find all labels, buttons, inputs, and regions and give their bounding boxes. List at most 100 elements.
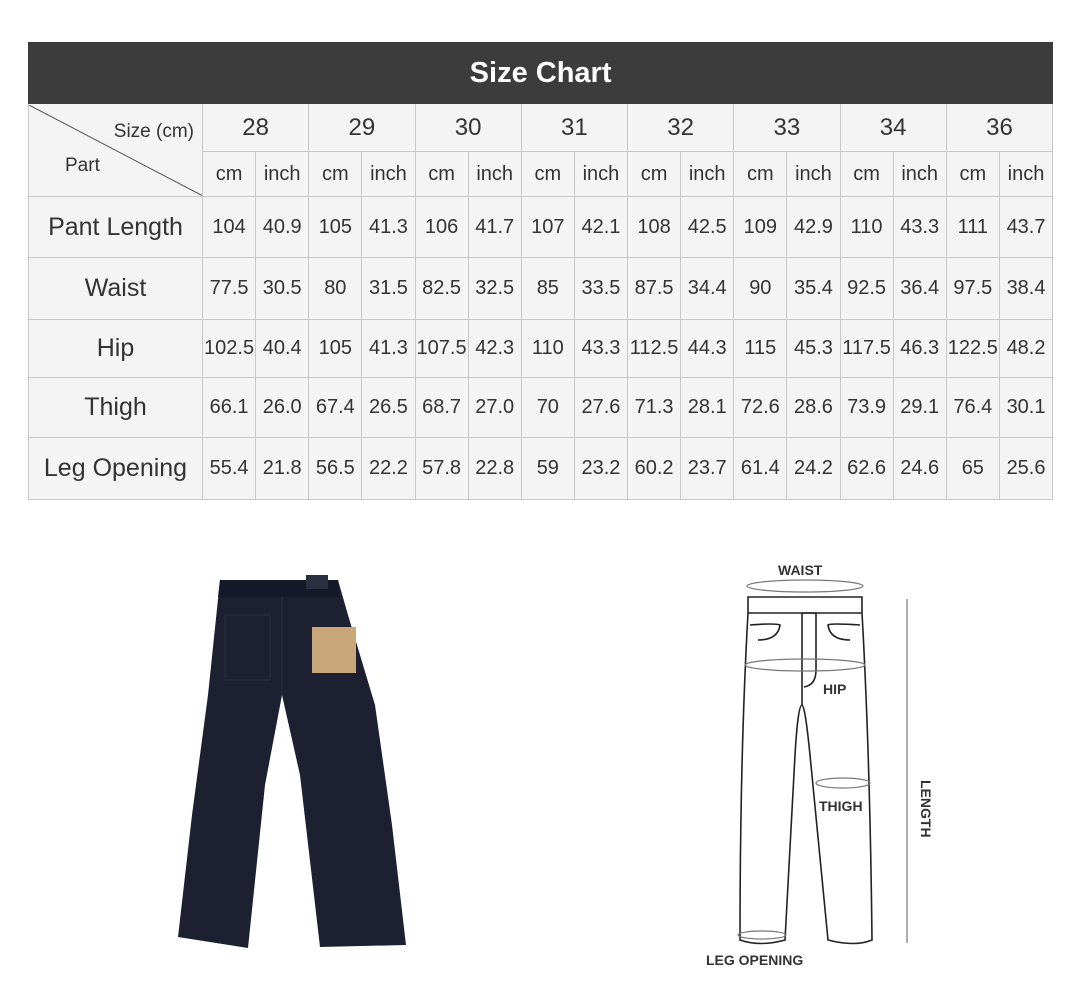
- cell-inch: 40.9: [255, 196, 310, 258]
- cell-inch: 38.4: [998, 257, 1054, 320]
- cell-cm: 73.9: [839, 377, 894, 438]
- unit-header-inch: inch: [680, 151, 735, 197]
- cell-inch: 41.7: [467, 196, 522, 258]
- table-row: Pant Length 104 40.9 105 41.3 106 41.7 107 42.1 1…: [28, 196, 1054, 258]
- table-row: Leg Opening 55.4 21.8 56.5 22.2 57.8 22.8 59 23.…: [28, 437, 1054, 500]
- cell-inch: 22.8: [467, 437, 522, 500]
- size-header: 32: [626, 103, 735, 152]
- cell-cm: 106: [414, 196, 469, 258]
- cell-cm: 122.5: [945, 319, 1000, 378]
- cell-inch: 42.5: [680, 196, 735, 258]
- cell-inch: 44.3: [680, 319, 735, 378]
- cell-inch: 35.4: [786, 257, 841, 320]
- cell-inch: 21.8: [255, 437, 310, 500]
- size-header: 33: [733, 103, 841, 152]
- cell-inch: 23.7: [680, 437, 735, 500]
- cell-cm: 92.5: [839, 257, 894, 320]
- cell-cm: 60.2: [626, 437, 682, 500]
- cell-cm: 80: [308, 257, 363, 320]
- part-label: Part: [65, 154, 100, 176]
- size-chart-title: Size Chart: [27, 42, 1054, 104]
- table-row: Hip 102.5 40.4 105 41.3 107.5 42.3 110 43.3 112.5…: [28, 319, 1054, 378]
- table-row: Waist 77.5 30.5 80 31.5 82.5 32.5 85 33.5 87.5 34.…: [28, 257, 1054, 320]
- part-name: Pant Length: [28, 196, 203, 258]
- diagonal-divider: [29, 104, 202, 196]
- unit-header-inch: inch: [892, 151, 947, 197]
- cell-cm: 110: [839, 196, 894, 258]
- cell-cm: 107.5: [414, 319, 469, 378]
- cell-cm: 82.5: [414, 257, 469, 320]
- unit-header-cm: cm: [414, 151, 469, 197]
- cell-inch: 32.5: [467, 257, 522, 320]
- cell-cm: 57.8: [414, 437, 469, 500]
- cell-inch: 25.6: [998, 437, 1054, 500]
- unit-header-inch: inch: [361, 151, 416, 197]
- cell-cm: 117.5: [839, 319, 894, 378]
- cell-inch: 43.7: [998, 196, 1054, 258]
- cell-cm: 108: [626, 196, 682, 258]
- cell-inch: 26.0: [255, 377, 310, 438]
- cell-inch: 41.3: [361, 319, 416, 378]
- length-label: LENGTH: [918, 780, 934, 838]
- unit-header-cm: cm: [945, 151, 1000, 197]
- cell-inch: 45.3: [786, 319, 841, 378]
- cell-cm: 104: [201, 196, 257, 258]
- cell-cm: 85: [520, 257, 575, 320]
- unit-header-cm: cm: [733, 151, 788, 197]
- cell-cm: 68.7: [414, 377, 469, 438]
- size-header: 34: [839, 103, 947, 152]
- cell-cm: 102.5: [201, 319, 257, 378]
- part-name: Thigh: [28, 377, 203, 438]
- cell-cm: 71.3: [626, 377, 682, 438]
- cell-cm: 87.5: [626, 257, 682, 320]
- cell-cm: 97.5: [945, 257, 1000, 320]
- table-row: Thigh 66.1 26.0 67.4 26.5 68.7 27.0 70 27.6 71.3 2…: [28, 377, 1054, 438]
- part-name: Leg Opening: [28, 437, 203, 500]
- leg-opening-label: LEG OPENING: [706, 952, 803, 968]
- thigh-label: THIGH: [819, 798, 863, 814]
- cell-inch: 23.2: [573, 437, 629, 500]
- size-header: 28: [201, 103, 310, 152]
- cell-inch: 41.3: [361, 196, 416, 258]
- unit-header-inch: inch: [998, 151, 1054, 197]
- cell-inch: 24.2: [786, 437, 841, 500]
- cell-inch: 27.0: [467, 377, 522, 438]
- cell-inch: 43.3: [573, 319, 629, 378]
- cell-inch: 33.5: [573, 257, 629, 320]
- unit-header-cm: cm: [520, 151, 575, 197]
- waist-label: WAIST: [778, 562, 823, 578]
- unit-header-inch: inch: [467, 151, 522, 197]
- cell-inch: 28.6: [786, 377, 841, 438]
- measurement-diagram: WAIST HIP THIGH LENGTH LEG OPENING: [706, 562, 934, 968]
- unit-header-cm: cm: [308, 151, 363, 197]
- cell-cm: 110: [520, 319, 575, 378]
- cell-inch: 42.9: [786, 196, 841, 258]
- cell-inch: 24.6: [892, 437, 947, 500]
- cell-inch: 27.6: [573, 377, 629, 438]
- cell-cm: 67.4: [308, 377, 363, 438]
- cell-cm: 107: [520, 196, 575, 258]
- size-header: 31: [520, 103, 629, 152]
- cell-inch: 48.2: [998, 319, 1054, 378]
- unit-header-cm: cm: [201, 151, 257, 197]
- cell-inch: 29.1: [892, 377, 947, 438]
- corner-header: Size (cm) Part: [28, 103, 203, 197]
- cell-cm: 72.6: [733, 377, 788, 438]
- cell-cm: 66.1: [201, 377, 257, 438]
- cell-inch: 42.1: [573, 196, 629, 258]
- cell-cm: 65: [945, 437, 1000, 500]
- cell-cm: 112.5: [626, 319, 682, 378]
- cell-cm: 105: [308, 319, 363, 378]
- leather-patch: [312, 627, 356, 673]
- jeans-back-photo: [178, 575, 406, 948]
- cell-cm: 59: [520, 437, 575, 500]
- cell-cm: 77.5: [201, 257, 257, 320]
- cell-cm: 76.4: [945, 377, 1000, 438]
- cell-cm: 55.4: [201, 437, 257, 500]
- cell-inch: 31.5: [361, 257, 416, 320]
- size-label: Size (cm): [113, 120, 194, 142]
- size-header: 30: [414, 103, 522, 152]
- cell-inch: 30.5: [255, 257, 310, 320]
- cell-inch: 26.5: [361, 377, 416, 438]
- cell-cm: 105: [308, 196, 363, 258]
